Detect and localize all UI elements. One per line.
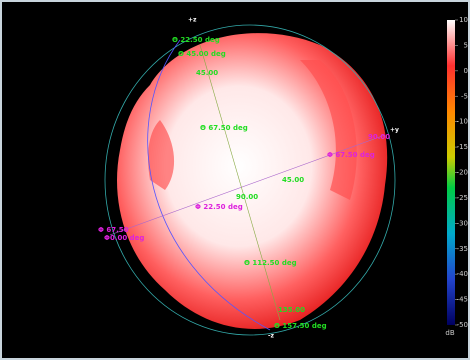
colorbar-tick-label: -40 [457, 270, 468, 278]
colorbar-unit: dB [445, 329, 454, 337]
colorbar-tick-label: -15 [457, 143, 468, 151]
axis-label: +z [188, 17, 197, 24]
axis-line [109, 134, 386, 236]
colorbar-tick-label: -20 [457, 169, 468, 177]
colorbar-tick-label: -50 [457, 321, 468, 329]
colorbar-tick-label: 5 [464, 41, 468, 49]
colorbar-tick-label: -10 [457, 118, 468, 126]
colorbar-tick-label: -30 [457, 219, 468, 227]
angle-label: Θ 45.00 deg [178, 50, 226, 58]
colorbar-tick-label: 0 [464, 67, 468, 75]
angle-label: Φ0.00 deg [104, 234, 144, 242]
colorbar-ticks: 10 5 0 -5 -10 -15 -20 -25 -30 -35 -40 -45 -50 [455, 16, 468, 329]
angle-label: 90.00 [368, 133, 390, 141]
angle-label: Φ 22.50 deg [195, 203, 243, 211]
colorbar-tick-label: -25 [457, 194, 468, 202]
sphere-outline [104, 24, 396, 336]
angle-label: 135.00 [278, 306, 305, 314]
angle-label: Φ 67.50 deg [327, 151, 375, 159]
angle-label: 45.00 [196, 69, 218, 77]
angle-label: 45.00 [282, 176, 304, 184]
angle-label: Θ 157.50 deg [274, 322, 327, 330]
meridian [147, 39, 271, 331]
colorbar [447, 20, 455, 325]
pattern-lobe [148, 120, 175, 190]
pattern-lobe [300, 60, 357, 200]
colorbar-tick-label: -45 [457, 296, 468, 304]
axis-label: -z [268, 333, 274, 340]
angle-label: 90.00 [236, 193, 258, 201]
angle-label: Θ 112.50 deg [244, 259, 297, 267]
colorbar-tick-label: -35 [457, 245, 468, 253]
angle-label: Θ 67.50 deg [200, 124, 248, 132]
colorbar-tick-label: -5 [461, 92, 468, 100]
axis-label: +y [390, 127, 399, 134]
axis-line [199, 44, 281, 321]
angle-label: Φ 67.50 [98, 226, 129, 234]
angle-label: Θ 22.50 deg [172, 36, 220, 44]
colorbar-tick-label: 10 [459, 16, 468, 24]
